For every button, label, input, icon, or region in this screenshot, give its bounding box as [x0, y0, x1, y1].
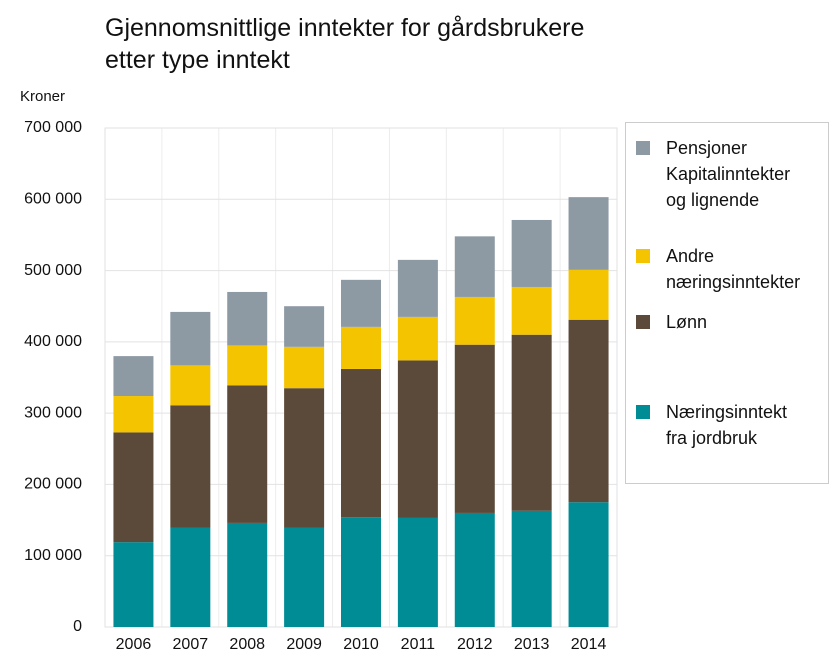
bar-segment — [454, 512, 495, 627]
y-tick-label: 0 — [73, 618, 82, 635]
y-tick-label: 400 000 — [24, 333, 82, 350]
x-tick-label: 2008 — [229, 636, 265, 653]
bar-segment — [113, 396, 154, 433]
legend: Næringsinntekt fra jordbruk Lønn Andre nær… — [625, 122, 829, 484]
bar-segment — [511, 510, 552, 627]
legend-label: Pensjoner Kapitalinntekter og lignende — [666, 138, 791, 210]
y-tick-label: 700 000 — [24, 119, 82, 136]
bar-segment — [113, 432, 154, 543]
bar-segment — [170, 527, 211, 627]
bar-segment — [568, 197, 609, 270]
bar-segment — [227, 385, 268, 523]
bar-segment — [454, 344, 495, 513]
bar-segment — [454, 296, 495, 345]
x-tick-label: 2012 — [457, 636, 493, 653]
legend-label: Andre næringsinntekter — [666, 246, 801, 292]
x-tick-label: 2007 — [173, 636, 209, 653]
bar-segment — [341, 279, 381, 327]
x-tick-label: 2014 — [571, 636, 607, 653]
bar-segment — [284, 346, 325, 389]
legend-swatch — [636, 141, 650, 155]
legend-item: Næringsinntekt fra jordbruk — [636, 399, 787, 451]
x-tick-label: 2013 — [514, 636, 550, 653]
bar-segment — [397, 360, 438, 518]
bar-segment — [397, 259, 438, 317]
bar-segment — [284, 527, 325, 627]
bar-segment — [227, 522, 268, 627]
bar-segment — [170, 365, 211, 406]
x-tick-label: 2009 — [286, 636, 322, 653]
bar-segment — [170, 405, 211, 528]
bar-segment — [113, 356, 154, 397]
bar-segment — [454, 236, 495, 297]
legend-label: Næringsinntekt fra jordbruk — [666, 402, 788, 448]
bar-segment — [511, 286, 552, 335]
bar-segment — [397, 517, 438, 627]
legend-item: Andre næringsinntekter — [636, 243, 800, 295]
y-tick-label: 500 000 — [24, 262, 82, 279]
bar-segment — [341, 368, 381, 518]
y-tick-label: 300 000 — [24, 404, 82, 421]
bar-segment — [511, 334, 552, 511]
bar-segment — [284, 306, 325, 347]
bar-segment — [113, 542, 154, 627]
bar-segment — [227, 291, 268, 346]
legend-swatch — [636, 315, 650, 329]
bar-segment — [511, 219, 552, 287]
legend-swatch — [636, 249, 650, 263]
y-tick-label: 100 000 — [24, 547, 82, 564]
y-tick-label: 200 000 — [24, 476, 82, 493]
bar-segment — [227, 345, 268, 386]
y-tick-label: 600 000 — [24, 191, 82, 208]
legend-item: Pensjoner Kapitalinntekter og lignende — [636, 135, 790, 213]
bar-segment — [568, 502, 609, 627]
bar-segment — [397, 316, 438, 361]
bar-segment — [284, 388, 325, 528]
x-tick-label: 2011 — [401, 636, 436, 653]
legend-label: Lønn — [666, 312, 708, 332]
legend-swatch — [636, 405, 650, 419]
x-tick-label: 2010 — [343, 636, 379, 653]
bar-segment — [341, 326, 381, 369]
x-tick-label: 2006 — [116, 636, 152, 653]
bar-segment — [341, 517, 381, 627]
bar-segment — [568, 319, 609, 503]
bar-segment — [170, 311, 211, 366]
bar-segment — [568, 269, 609, 320]
legend-item: Lønn — [636, 309, 707, 335]
y-axis-label: Kroner — [20, 88, 65, 105]
chart-title: Gjennomsnittlige inntekter for gårdsbruk… — [105, 14, 585, 74]
